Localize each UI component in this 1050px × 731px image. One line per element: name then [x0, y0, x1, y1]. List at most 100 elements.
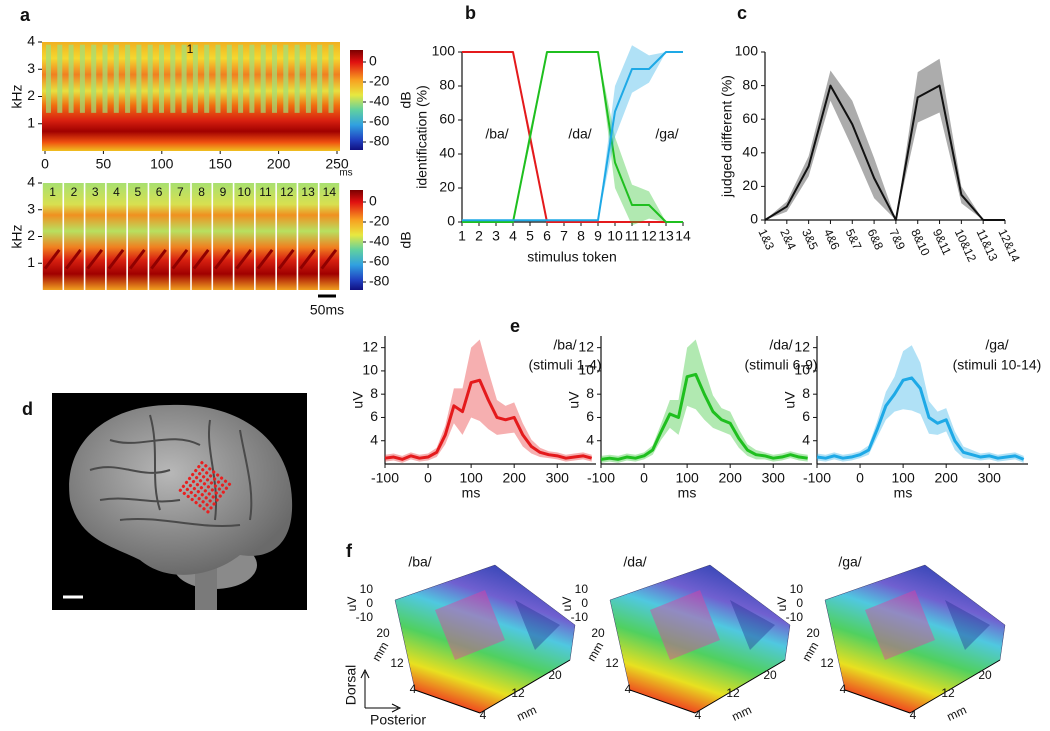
width-tick-label: 20 — [978, 668, 992, 682]
panel-label: b — [465, 3, 476, 23]
x-tick-label: 7&9 — [886, 227, 908, 253]
x-tick-label: 200 — [935, 470, 959, 486]
surface-shade — [435, 590, 505, 660]
x-tick-label: 100 — [891, 470, 915, 486]
formant-streak — [256, 248, 274, 270]
token-label: 3 — [92, 185, 99, 199]
panel-label: a — [20, 5, 31, 25]
z-tick-label: 0 — [581, 596, 588, 610]
x-tick-label: 5&7 — [843, 227, 865, 253]
depth-tick-label: 20 — [591, 626, 605, 640]
formant-streak — [192, 248, 210, 270]
y-tick-label: 8 — [586, 385, 594, 401]
spectrogram-stripe — [57, 44, 63, 113]
y-axis-label: judged different (%) — [719, 75, 735, 198]
panel-label: c — [737, 3, 747, 23]
chart-subtitle: (stimuli 1-4) — [528, 357, 601, 373]
x-tick-label: 4&6 — [821, 227, 843, 253]
x-tick-label: 1&3 — [755, 227, 777, 253]
colorbar-tick-label: 0 — [369, 53, 377, 69]
x-tick-label: 200 — [503, 470, 527, 486]
y-axis-label: kHz — [9, 84, 25, 108]
colorbar-tick-label: -40 — [369, 93, 389, 109]
y-tick-label: 100 — [432, 43, 456, 59]
z-tick-label: 10 — [790, 582, 804, 596]
formant-streak — [214, 248, 231, 270]
spectrogram-stripe — [192, 44, 198, 113]
spectrogram-stripe — [238, 44, 244, 113]
spectrogram-stripe — [113, 44, 119, 113]
colorbar-label: dB — [398, 231, 414, 248]
surface-edge — [414, 689, 481, 714]
x-tick-label: 100 — [459, 470, 483, 486]
orientation-label: Dorsal — [343, 665, 359, 705]
y-tick-label: 40 — [439, 145, 455, 161]
panel-label: f — [346, 541, 353, 561]
token-label: 1 — [49, 185, 56, 199]
depth-tick-label: 12 — [820, 656, 834, 670]
x-tick-label: 0 — [424, 470, 432, 486]
error-band — [601, 339, 808, 463]
z-tick-label: 10 — [360, 582, 374, 596]
series-line — [462, 51, 683, 222]
z-axis-label: uV — [775, 597, 789, 612]
spectrogram-stripe — [147, 44, 153, 113]
depth-tick-label: 12 — [605, 656, 619, 670]
x-tick-label: 200 — [267, 156, 291, 172]
z-axis-label: uV — [560, 597, 574, 612]
spectrogram-stripe — [204, 44, 210, 113]
z-tick-label: 0 — [366, 596, 373, 610]
spectrogram-stripe — [260, 44, 266, 113]
y-tick-label: 6 — [586, 408, 594, 424]
colorbar-tick-label: -20 — [369, 73, 389, 89]
x-tick-label: 12&14 — [995, 227, 1022, 265]
y-tick-label: 80 — [742, 76, 758, 92]
surface-title: /da/ — [623, 554, 646, 570]
surface-shade — [515, 600, 560, 650]
y-tick-label: 6 — [802, 408, 810, 424]
y-tick-label: 0 — [447, 213, 455, 229]
width-tick-label: 12 — [941, 686, 955, 700]
x-tick-label: -100 — [803, 470, 831, 486]
x-tick-label: 0 — [41, 156, 49, 172]
x-tick-label: 9 — [594, 228, 602, 244]
series-label: /da/ — [568, 126, 591, 142]
x-tick-label: 100 — [675, 470, 699, 486]
y-tick-label: 20 — [742, 177, 758, 193]
x-tick-label: 50 — [96, 156, 112, 172]
width-axis-label: mm — [945, 703, 969, 724]
spectrogram-stripe — [91, 44, 97, 113]
z-tick-label: -10 — [356, 610, 374, 624]
formant-streak — [65, 248, 82, 270]
z-tick-label: 10 — [575, 582, 589, 596]
token-label: 12 — [280, 185, 294, 199]
depth-tick-label: 4 — [625, 682, 632, 696]
y-tick-label: 3 — [27, 200, 35, 216]
z-tick-label: -10 — [571, 610, 589, 624]
width-tick-label: 20 — [548, 668, 562, 682]
chart-title: /da/ — [769, 337, 792, 353]
x-tick-label: -100 — [371, 470, 399, 486]
depth-tick-label: 4 — [410, 682, 417, 696]
arrow-head — [391, 703, 402, 713]
series-line — [764, 84, 1005, 221]
token-label: 8 — [198, 185, 205, 199]
formant-streak — [277, 248, 295, 270]
x-tick-label: 11 — [625, 228, 640, 244]
spectrogram-stripe — [46, 44, 51, 113]
depth-tick-label: 20 — [376, 626, 390, 640]
formant-streak — [299, 248, 316, 270]
formant-streak — [128, 248, 146, 270]
series-line — [462, 51, 683, 223]
x-tick-label: 14 — [675, 228, 691, 244]
series-line — [462, 51, 683, 223]
depth-tick-label: 12 — [390, 656, 404, 670]
error-band — [765, 58, 1005, 220]
y-tick-label: 10 — [578, 362, 594, 378]
chart-title: /ga/ — [985, 337, 1008, 353]
surface-shade — [865, 590, 935, 660]
x-tick-label: 300 — [978, 470, 1002, 486]
x-tick-label: 250 — [325, 156, 349, 172]
colorbar-tick-label: -80 — [369, 133, 389, 149]
x-tick-label: 3 — [492, 228, 500, 244]
